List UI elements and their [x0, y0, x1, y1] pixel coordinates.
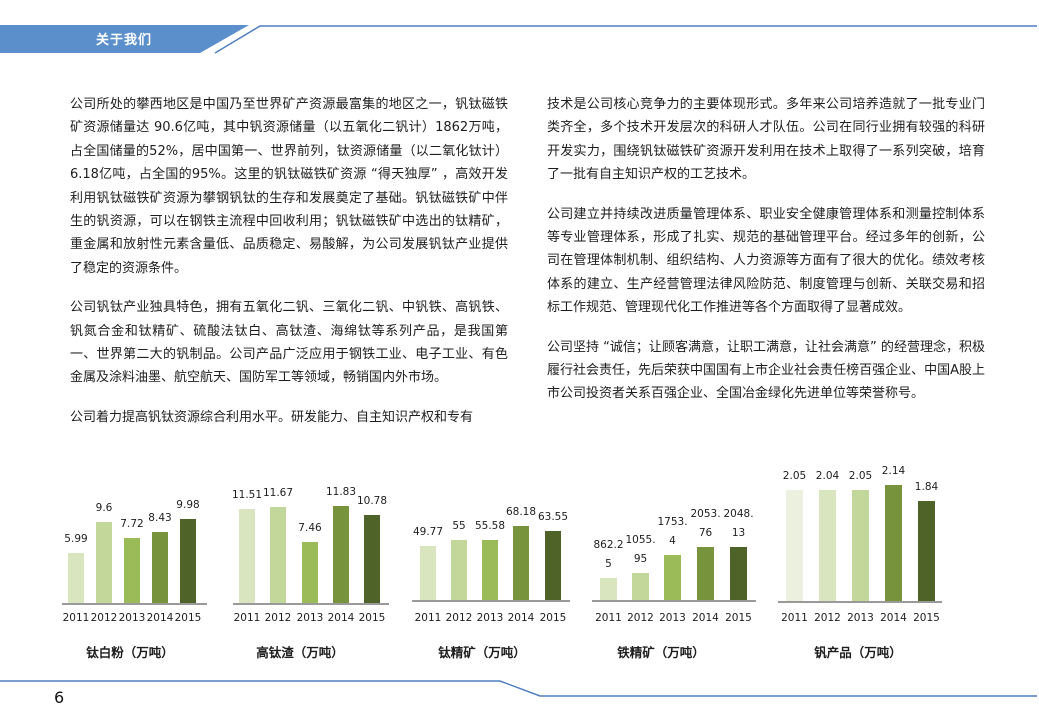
data-label: 7.72	[120, 518, 144, 531]
paragraph: 公司建立并持续改进质量管理体系、职业安全健康管理体系和测量控制体系等专业管理体系…	[547, 206, 985, 316]
x-tick-label: 2014	[327, 612, 355, 624]
x-tick-label: 2011	[595, 612, 622, 624]
bar	[152, 532, 168, 603]
data-label: 55	[452, 520, 466, 533]
bar	[600, 577, 617, 600]
data-label: 2.04	[815, 470, 840, 483]
bar	[124, 538, 140, 603]
x-tick-label: 2013	[296, 612, 324, 624]
chart-title: 钛白粉（万吨）	[86, 645, 174, 660]
bar	[451, 540, 467, 600]
x-axis-line	[412, 600, 570, 602]
x-tick-label: 2013	[847, 612, 874, 624]
x-tick-label: 2015	[913, 612, 940, 624]
bar	[664, 554, 681, 600]
bar	[68, 552, 84, 603]
x-tick-label: 2011	[414, 612, 442, 624]
x-axis-line	[62, 603, 207, 605]
paragraph: 公司钒钛产业独具特色，拥有五氧化二钒、三氧化二钒、中钒铁、高钒铁、钒氮合金和钛精…	[70, 300, 508, 386]
paragraph: 公司坚持 “诚信；让顾客满意，让职工满意，让社会满意” 的经营理念，积极履行社会…	[547, 339, 985, 402]
bar	[513, 526, 529, 600]
data-label: 11.51	[231, 488, 263, 501]
right-text-column: 技术是公司核心竞争力的主要体现形式。多年来公司培养造就了一批专业门类齐全，多个技…	[547, 93, 985, 422]
paragraph: 技术是公司核心竞争力的主要体现形式。多年来公司培养造就了一批专业门类齐全，多个技…	[547, 97, 985, 183]
bar	[270, 507, 286, 603]
bar	[96, 522, 112, 603]
data-label: 7.46	[298, 521, 322, 534]
paragraph: 公司所处的攀西地区是中国乃至世界矿产资源最富集的地区之一，钒钛磁铁矿资源储量达 …	[70, 97, 508, 276]
bar	[697, 547, 714, 600]
x-tick-label: 2012	[627, 612, 654, 624]
x-tick-label: 2015	[539, 612, 567, 624]
x-axis-line	[778, 601, 942, 603]
data-label: 2.05	[848, 469, 873, 482]
x-tick-label: 2015	[725, 612, 752, 624]
x-tick-label: 2011	[781, 612, 808, 624]
x-tick-label: 2011	[233, 612, 261, 624]
x-tick-label: 2013	[476, 612, 504, 624]
data-label: 10.78	[356, 494, 388, 507]
paragraph: 公司着力提高钒钛资源综合利用水平。研发能力、自主知识产权和专有	[70, 409, 474, 425]
x-tick-label: 2012	[814, 612, 841, 624]
x-tick-label: 2013	[118, 612, 146, 624]
header-tab-shape	[0, 25, 249, 53]
data-label: 55.58	[474, 519, 506, 532]
bar	[786, 489, 803, 601]
x-tick-label: 2012	[90, 612, 118, 624]
data-label: 9.6	[95, 502, 113, 515]
left-text-column: 公司所处的攀西地区是中国乃至世界矿产资源最富集的地区之一，钒钛磁铁矿资源储量达 …	[70, 93, 508, 445]
data-label: 2048. 13	[723, 508, 754, 540]
data-label: 68.18	[505, 506, 537, 518]
header-rule	[214, 25, 1037, 54]
data-label: 2053. 76	[690, 508, 721, 539]
x-axis-line	[233, 603, 389, 605]
bar	[918, 501, 935, 601]
data-label: 63.55	[537, 511, 569, 524]
data-label: 1055. 95	[625, 533, 656, 565]
bar	[302, 541, 318, 603]
chart-title: 铁精矿（万吨）	[617, 645, 705, 660]
data-label: 9.98	[176, 499, 200, 511]
x-tick-label: 2014	[507, 612, 535, 624]
x-tick-label: 2014	[880, 612, 907, 624]
data-label: 49.77	[412, 525, 444, 538]
bar	[819, 490, 836, 601]
x-tick-label: 2013	[659, 612, 686, 624]
data-label: 11.83	[325, 486, 357, 498]
x-tick-label: 2011	[62, 612, 90, 624]
bar	[482, 539, 498, 600]
x-tick-label: 2014	[146, 612, 174, 624]
data-label: 2.14	[881, 465, 906, 477]
bar	[852, 489, 869, 601]
header-band	[0, 25, 1037, 54]
x-tick-label: 2015	[174, 612, 202, 624]
chart-title: 钒产品（万吨）	[814, 645, 902, 660]
data-label: 2.05	[782, 469, 807, 482]
x-tick-label: 2014	[692, 612, 719, 624]
bar	[420, 545, 436, 600]
bar	[730, 547, 747, 600]
bar	[333, 506, 349, 603]
data-label: 11.67	[262, 487, 294, 500]
section-title: 关于我们	[96, 33, 153, 48]
x-tick-label: 2015	[358, 612, 386, 624]
chart-title: 高钛渣（万吨）	[256, 645, 344, 660]
bar	[885, 485, 902, 601]
chart-title: 钛精矿（万吨）	[438, 645, 526, 660]
data-label: 1.84	[914, 481, 939, 494]
bar	[364, 514, 380, 603]
bar	[180, 519, 196, 603]
data-label: 1753. 4	[657, 515, 688, 547]
data-label: 5.99	[64, 532, 88, 545]
bar	[545, 531, 561, 600]
page-number: 6	[54, 688, 65, 707]
x-tick-label: 2012	[445, 612, 473, 624]
x-axis-line	[592, 600, 756, 602]
bar	[239, 508, 255, 603]
bar	[632, 572, 649, 600]
data-label: 862.2 5	[593, 538, 624, 570]
data-label: 8.43	[148, 512, 172, 525]
x-tick-label: 2012	[264, 612, 292, 624]
